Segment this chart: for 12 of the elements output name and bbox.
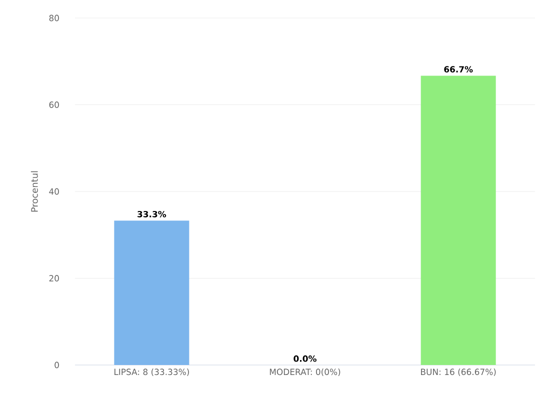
x-tick-label: LIPSA: 8 (33.33%) <box>114 368 189 376</box>
y-tick-label: 20 <box>49 275 59 282</box>
y-axis-title: Procentul <box>30 171 38 212</box>
data-label: 0.0% <box>294 355 316 362</box>
y-tick-label: 60 <box>49 102 59 108</box>
x-tick-label: BUN: 16 (66.67%) <box>421 368 496 376</box>
y-tick-label: 40 <box>49 188 59 195</box>
data-label: 33.3% <box>138 210 166 218</box>
y-tick-label: 0 <box>54 362 59 368</box>
data-label: 66.7% <box>444 66 473 72</box>
x-tick-label: MODERAT: 0(0%) <box>270 368 340 376</box>
y-tick-label: 80 <box>49 14 59 22</box>
